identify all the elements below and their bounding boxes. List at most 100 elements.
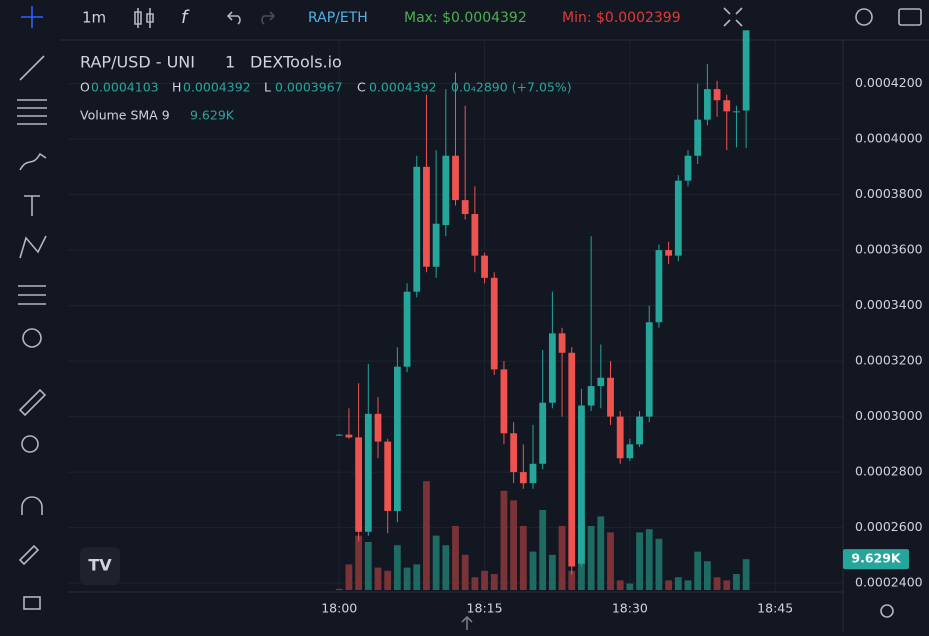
candle-body [510, 433, 518, 473]
y-tick-label: 0.0002400 [855, 575, 923, 590]
y-tick-label: 0.0003200 [855, 353, 923, 368]
y-tick-label: 0.0003600 [855, 242, 923, 257]
emoji-icon[interactable] [22, 328, 42, 348]
volume-bar [432, 535, 440, 590]
forecast-icon[interactable] [18, 285, 46, 305]
volume-bar [713, 577, 721, 590]
y-tick-label: 0.0002600 [855, 519, 923, 534]
volume-badge-label: 9.629K [851, 551, 902, 566]
candle-body [578, 405, 585, 564]
candle-body [539, 402, 547, 464]
chart-type-icon[interactable] [134, 8, 154, 28]
lock-icon[interactable] [23, 596, 41, 610]
y-tick-label: 0.0002800 [855, 464, 923, 479]
candle-body [393, 366, 401, 511]
axis-settings-icon[interactable] [880, 604, 894, 618]
volume-bar [510, 500, 518, 590]
redo-icon[interactable] [261, 11, 276, 25]
text-icon[interactable] [24, 195, 40, 216]
x-tick-label: 18:30 [612, 601, 648, 616]
fullscreen-icon[interactable] [723, 7, 743, 27]
volume-bar [684, 580, 692, 590]
volume-bar [413, 564, 421, 590]
candle-body [335, 434, 343, 436]
candle-body [471, 214, 479, 256]
scroll-icon[interactable] [461, 615, 473, 630]
legend-title: RAP/USD - UNI [80, 53, 195, 72]
candle-body [713, 89, 721, 101]
volume-bar [519, 526, 527, 590]
undo-icon[interactable] [226, 11, 241, 25]
volume-bar [703, 561, 711, 590]
crosshair-icon[interactable] [21, 6, 43, 28]
volume-bar [335, 589, 343, 590]
candle-body [452, 155, 459, 201]
candle-body [403, 291, 411, 367]
candle-body [490, 277, 498, 370]
h-label: H [172, 80, 181, 95]
pair-button[interactable]: RAP/ETH [308, 10, 368, 26]
volume-bar [355, 535, 363, 590]
volume-bar [393, 545, 401, 590]
tv-logo [80, 547, 120, 585]
legend-source: DEXTools.io [250, 53, 342, 72]
y-tick-label: 0.0003800 [855, 186, 923, 201]
candle-body [636, 416, 643, 445]
y-tick-label: 0.0003400 [855, 297, 923, 312]
settings-icon[interactable] [855, 8, 873, 26]
candle-body [481, 255, 488, 278]
candle-body [529, 463, 537, 484]
magnet-icon[interactable] [21, 496, 43, 515]
h-value: 0.0004392 [183, 80, 251, 95]
volume-bar [481, 570, 488, 590]
volume-label: Volume SMA 9 [80, 108, 170, 123]
brush-icon[interactable] [19, 152, 47, 171]
zoom-icon[interactable] [21, 435, 39, 453]
o-value: 0.0004103 [91, 80, 159, 95]
candle-body [655, 250, 663, 323]
candle-body [694, 119, 702, 156]
candle-body [345, 434, 353, 438]
x-tick-label: 18:15 [467, 601, 503, 616]
lock-draw-icon[interactable] [18, 544, 40, 566]
volume-bar [616, 580, 624, 590]
x-tick-label: 18:45 [757, 601, 793, 616]
ruler-icon[interactable] [18, 388, 47, 417]
tv-logo-text: TV [88, 556, 112, 575]
candle-body [355, 437, 363, 532]
candle-body [645, 322, 653, 417]
candle-body [626, 444, 634, 459]
trendline-icon[interactable] [19, 55, 45, 81]
indicators-icon[interactable]: f [181, 7, 190, 28]
candle-body [500, 369, 508, 434]
min-price: Min: $0.0002399 [562, 10, 681, 26]
pattern-icon[interactable] [19, 235, 47, 259]
candle-body [413, 166, 421, 292]
screenshot-icon[interactable] [898, 8, 922, 26]
fib-icon[interactable] [17, 99, 47, 125]
volume-bar [674, 577, 682, 590]
legend-interval: 1 [225, 53, 235, 72]
change-value: 0.0₄2890 (+7.05%) [451, 80, 572, 95]
volume-bar [384, 570, 392, 590]
volume-bar [548, 554, 556, 590]
candle-body [616, 416, 624, 459]
volume-bar [733, 574, 740, 590]
candle-body [461, 200, 469, 215]
volume-bar [626, 583, 634, 590]
candle-body [733, 111, 740, 113]
candle-body [665, 250, 673, 256]
volume-bar [423, 481, 430, 590]
candle-body [568, 352, 576, 567]
interval-button[interactable]: 1m [82, 9, 106, 27]
volume-bar [636, 532, 643, 590]
volume-badge [843, 549, 909, 570]
y-tick-label: 0.0004000 [855, 131, 923, 146]
volume-bar [742, 559, 750, 590]
volume-bar [364, 542, 372, 590]
volume-bar [374, 567, 382, 590]
volume-bar [490, 574, 498, 590]
